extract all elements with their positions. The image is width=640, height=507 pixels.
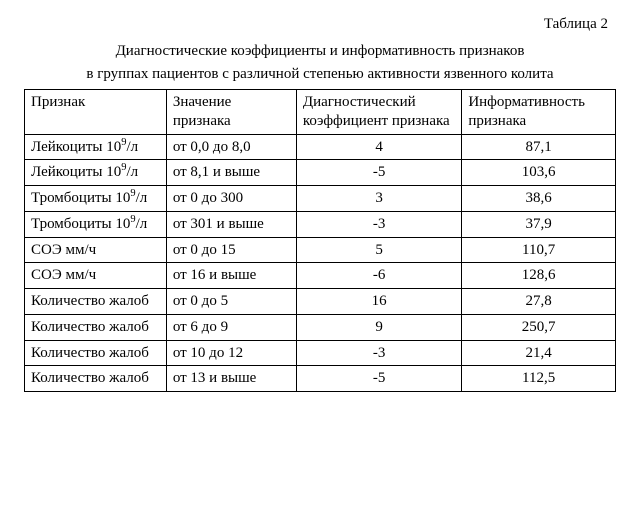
- table-row: Лейкоциты 109/лот 8,1 и выше-5103,6: [25, 160, 616, 186]
- cell-value: от 10 до 12: [166, 340, 296, 366]
- cell-value: от 6 до 9: [166, 314, 296, 340]
- table-row: Количество жалобот 6 до 99250,7: [25, 314, 616, 340]
- data-table: Признак Значение признака Диагностически…: [24, 89, 616, 392]
- cell-attribute: Лейкоциты 109/л: [25, 160, 167, 186]
- table-row: Тромбоциты 109/лот 0 до 300338,6: [25, 186, 616, 212]
- cell-attribute: Тромбоциты 109/л: [25, 186, 167, 212]
- title-line-1: Диагностические коэффициенты и информати…: [24, 43, 616, 60]
- cell-coefficient: -5: [296, 366, 461, 392]
- table-row: Количество жалобот 0 до 51627,8: [25, 289, 616, 315]
- table-label: Таблица 2: [24, 16, 608, 33]
- title-line-2: в группах пациентов с различной степенью…: [24, 66, 616, 83]
- cell-value: от 0 до 300: [166, 186, 296, 212]
- cell-value: от 301 и выше: [166, 211, 296, 237]
- cell-attribute: Лейкоциты 109/л: [25, 134, 167, 160]
- cell-coefficient: 4: [296, 134, 461, 160]
- cell-informativeness: 112,5: [462, 366, 616, 392]
- cell-informativeness: 37,9: [462, 211, 616, 237]
- cell-attribute: Количество жалоб: [25, 340, 167, 366]
- cell-attribute: Количество жалоб: [25, 314, 167, 340]
- cell-attribute: Тромбоциты 109/л: [25, 211, 167, 237]
- cell-attribute: Количество жалоб: [25, 366, 167, 392]
- cell-attribute: СОЭ мм/ч: [25, 263, 167, 289]
- cell-value: от 0,0 до 8,0: [166, 134, 296, 160]
- col-header-0: Признак: [25, 90, 167, 135]
- cell-coefficient: 3: [296, 186, 461, 212]
- cell-informativeness: 27,8: [462, 289, 616, 315]
- cell-informativeness: 21,4: [462, 340, 616, 366]
- cell-coefficient: -5: [296, 160, 461, 186]
- cell-coefficient: 9: [296, 314, 461, 340]
- table-body: Лейкоциты 109/лот 0,0 до 8,0487,1Лейкоци…: [25, 134, 616, 392]
- cell-value: от 16 и выше: [166, 263, 296, 289]
- cell-informativeness: 103,6: [462, 160, 616, 186]
- cell-informativeness: 87,1: [462, 134, 616, 160]
- cell-value: от 13 и выше: [166, 366, 296, 392]
- table-row: СОЭ мм/чот 0 до 155110,7: [25, 237, 616, 263]
- cell-attribute: СОЭ мм/ч: [25, 237, 167, 263]
- table-row: Лейкоциты 109/лот 0,0 до 8,0487,1: [25, 134, 616, 160]
- table-row: Количество жалобот 10 до 12-321,4: [25, 340, 616, 366]
- col-header-1: Значение признака: [166, 90, 296, 135]
- table-row: Тромбоциты 109/лот 301 и выше-337,9: [25, 211, 616, 237]
- header-row: Признак Значение признака Диагностически…: [25, 90, 616, 135]
- cell-informativeness: 110,7: [462, 237, 616, 263]
- table-row: СОЭ мм/чот 16 и выше-6128,6: [25, 263, 616, 289]
- col-header-3: Информативность признака: [462, 90, 616, 135]
- cell-value: от 8,1 и выше: [166, 160, 296, 186]
- col-header-2: Диагностический коэффициент признака: [296, 90, 461, 135]
- cell-value: от 0 до 5: [166, 289, 296, 315]
- cell-coefficient: -3: [296, 340, 461, 366]
- cell-coefficient: 16: [296, 289, 461, 315]
- cell-coefficient: -6: [296, 263, 461, 289]
- cell-informativeness: 250,7: [462, 314, 616, 340]
- cell-coefficient: 5: [296, 237, 461, 263]
- cell-value: от 0 до 15: [166, 237, 296, 263]
- cell-informativeness: 38,6: [462, 186, 616, 212]
- cell-informativeness: 128,6: [462, 263, 616, 289]
- table-row: Количество жалобот 13 и выше-5112,5: [25, 366, 616, 392]
- cell-attribute: Количество жалоб: [25, 289, 167, 315]
- cell-coefficient: -3: [296, 211, 461, 237]
